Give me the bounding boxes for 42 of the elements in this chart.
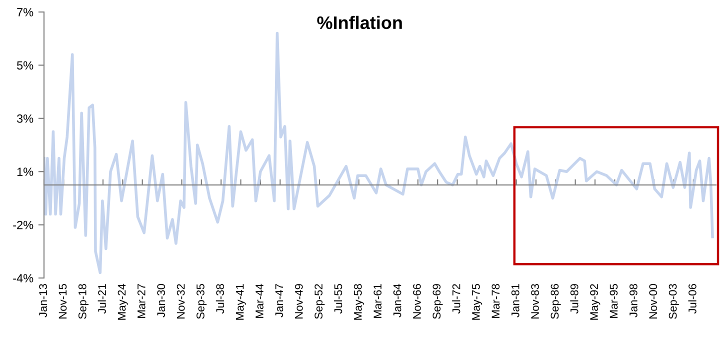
x-tick-label: Mar-44: [256, 284, 264, 318]
y-tick-label: 3%: [16, 114, 34, 123]
x-tick-label: Jul-38: [216, 284, 224, 314]
x-tick-label: May-24: [118, 284, 128, 320]
x-tick-label: May-41: [236, 284, 246, 320]
y-tick-label: 1%: [17, 168, 34, 176]
y-tick-label: -2%: [13, 220, 34, 230]
x-tick-label: Mar-61: [374, 284, 382, 318]
x-tick-label: Jan-81: [511, 284, 520, 318]
x-tick-label: Nov-15: [58, 284, 67, 318]
line-series: [44, 32, 714, 274]
x-tick-label: Jul-06: [688, 284, 696, 314]
x-tick-label: Sep-35: [196, 284, 207, 319]
x-tick-label: Jan-30: [157, 284, 166, 318]
x-tick-label: Jan-47: [275, 284, 284, 318]
x-tick-label: Mar-95: [610, 284, 618, 318]
x-tick-label: Jul-55: [334, 284, 342, 314]
y-tick-label: -4%: [13, 274, 34, 282]
x-tick-label: Sep-52: [314, 284, 325, 319]
x-tick-label: Jan-64: [393, 284, 402, 318]
x-tick-label: May-58: [354, 284, 364, 320]
x-tick-label: Nov-32: [176, 284, 185, 318]
x-tick-label: Sep-03: [668, 284, 679, 319]
x-tick-label: Jul-21: [98, 284, 106, 314]
chart-title: %Inflation: [317, 16, 402, 30]
x-tick-label: Nov-00: [649, 284, 658, 318]
x-tick-label: Jan-98: [630, 284, 638, 318]
x-tick-label: Nov-66: [413, 284, 421, 318]
x-tick-label: Nov-83: [531, 284, 539, 318]
x-tick-label: Jan-13: [39, 284, 47, 318]
x-tick-label: Mar-27: [137, 284, 146, 318]
x-tick-label: Nov-49: [294, 284, 303, 318]
x-tick-label: May-75: [472, 284, 482, 320]
x-tick-label: Sep-18: [78, 284, 89, 319]
x-tick-label: Sep-69: [432, 284, 443, 319]
x-tick-label: Jul-72: [452, 284, 460, 314]
x-tick-label: Mar-78: [492, 284, 500, 318]
x-tick-label: Sep-86: [550, 284, 561, 319]
x-tick-label: Jul-89: [570, 284, 578, 314]
y-tick-label: 7%: [17, 8, 34, 16]
x-tick-label: May-92: [590, 284, 600, 320]
y-tick-label: 5%: [16, 61, 34, 70]
